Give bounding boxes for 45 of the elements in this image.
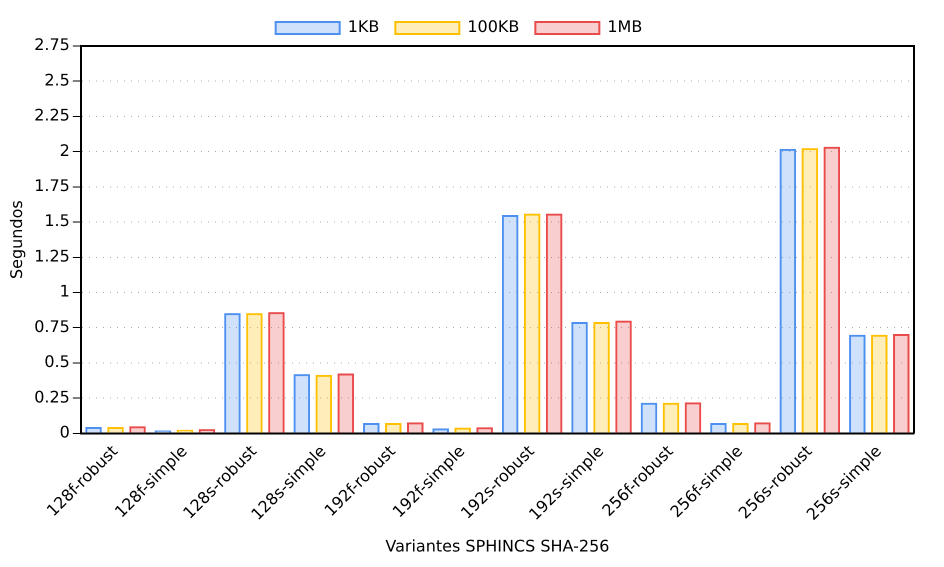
bar: [454, 428, 471, 433]
bar: [524, 214, 540, 433]
bar: [246, 313, 263, 433]
bar: [385, 423, 402, 433]
bar: [546, 214, 562, 433]
bar: [710, 423, 727, 433]
y-tick-label: 1.25: [34, 246, 70, 266]
y-tick-label: 2.5: [44, 70, 70, 90]
bar: [85, 426, 102, 433]
bar: [615, 320, 632, 433]
y-axis-title: Segundos: [6, 200, 26, 280]
bar: [593, 322, 610, 433]
bar: [268, 312, 285, 433]
bar: [502, 215, 518, 433]
bar: [338, 373, 354, 433]
bar: [107, 426, 124, 433]
bar: [662, 402, 680, 433]
y-tick-label: 2.25: [34, 106, 70, 125]
bar: [571, 322, 588, 433]
bar: [732, 423, 749, 433]
y-tick-label: 0.25: [34, 387, 70, 406]
y-tick-label: 1.5: [44, 211, 70, 230]
x-axis-title: Variantes SPHINCS SHA-256: [385, 536, 610, 556]
y-tick-label: 0.5: [44, 352, 70, 372]
bar: [893, 334, 910, 433]
y-tick-label: 0.75: [34, 316, 70, 336]
bar: [780, 148, 796, 433]
bar: [871, 334, 888, 433]
bar: [849, 334, 866, 433]
bar: [640, 402, 658, 433]
bar: [294, 374, 310, 433]
bar: [363, 423, 380, 433]
y-tick-label: 0: [60, 422, 70, 442]
y-tick-label: 1.75: [34, 176, 70, 195]
legend-label: 1MB: [607, 17, 642, 36]
bar: [684, 402, 702, 433]
legend-label: 1KB: [348, 17, 380, 36]
bar: [824, 146, 840, 433]
bar: [316, 374, 332, 433]
legend-label: 100KB: [467, 17, 520, 36]
y-tick-label: 2: [60, 140, 70, 160]
bar: [802, 148, 818, 433]
y-tick-label: 2.75: [34, 35, 70, 54]
y-tick-label: 1: [60, 282, 70, 301]
bar: [224, 313, 241, 433]
